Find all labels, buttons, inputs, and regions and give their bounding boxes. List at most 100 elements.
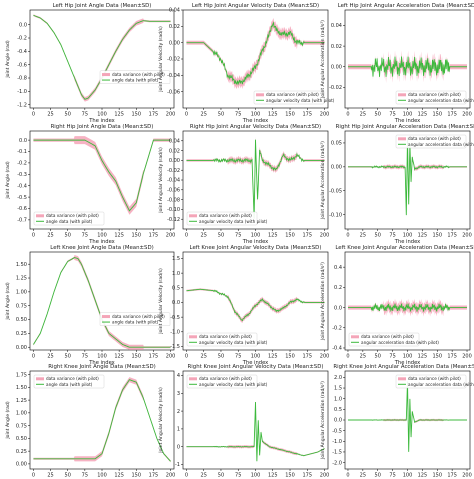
x-tick-label: 150 (132, 473, 142, 479)
legend-box (33, 374, 105, 389)
x-tick-label: 100 (97, 354, 107, 360)
y-tick-label: -0.5 (332, 428, 342, 434)
mean-line (33, 257, 171, 348)
x-tick-label: 50 (65, 112, 71, 118)
legend: data variance (with pilot)angle data (wi… (99, 70, 171, 84)
x-tick-label: 0 (346, 112, 349, 118)
y-tick-label: 0.25 (16, 331, 27, 337)
y-tick-label: -2.0 (332, 460, 342, 466)
legend-box (395, 374, 467, 389)
legend-label-series: angular velocity data (with pilot) (266, 98, 335, 103)
x-tick-label: 150 (432, 233, 442, 239)
x-tick-label: 100 (403, 112, 413, 118)
chart-panel-1: Left Hip Joint Angle Data (Mean±SD) 0 25 50… (5, 3, 175, 124)
x-tick-label: 100 (403, 354, 413, 360)
x-axis-label: The index (394, 360, 421, 366)
chart-title: Right Hip Joint Angular Acceleration Dat… (336, 124, 474, 130)
x-tick-label: 50 (218, 112, 224, 118)
legend-box (99, 70, 171, 84)
variance-band (33, 14, 171, 102)
chart-title: Left Hip Joint Angular Velocity Data (Me… (192, 3, 319, 9)
x-tick-label: 150 (132, 354, 142, 360)
chart-panel-9: Left Knee Joint Angular Acceleration Dat… (320, 245, 474, 366)
legend-label-variance: data variance (with pilot) (199, 376, 252, 381)
y-tick-label: -0.02 (167, 57, 180, 63)
legend-label-series: angular acceleration data (with pilot) (408, 142, 474, 147)
y-tick-label: 0.04 (169, 8, 180, 14)
chart-panel-3: Left Hip Joint Angular Acceleration Data… (320, 3, 474, 124)
legend-swatch-variance (102, 73, 110, 77)
legend-label-variance: data variance (with pilot) (408, 136, 461, 141)
x-tick-label: 25 (47, 473, 53, 479)
y-tick-label: -0.10 (167, 207, 180, 213)
x-tick-label: 175 (149, 112, 159, 118)
legend-label-variance: data variance (with pilot) (112, 72, 165, 77)
x-axis-label: The index (242, 360, 269, 366)
chart-title: Right Knee Joint Angular Velocity Data (… (188, 364, 324, 370)
y-tick-label: 3 (177, 391, 180, 397)
x-tick-label: 100 (251, 354, 261, 360)
legend-box (186, 211, 258, 226)
x-tick-label: 25 (201, 233, 207, 239)
y-tick-label: -1.2 (17, 102, 27, 108)
x-tick-label: 50 (375, 473, 381, 479)
y-axis-label: Joint Angle (rad) (5, 161, 11, 200)
y-tick-label: -0.12 (167, 217, 180, 223)
x-tick-label: 200 (320, 473, 330, 479)
y-tick-label: 1.50 (16, 385, 27, 391)
x-tick-label: 175 (303, 473, 313, 479)
x-tick-label: 150 (285, 112, 295, 118)
legend-label-series: angular acceleration data (with pilot) (361, 340, 439, 345)
legend-box (395, 90, 467, 105)
x-tick-label: 50 (375, 233, 381, 239)
mean-line (347, 137, 468, 216)
legend-swatch-variance (189, 377, 197, 381)
chart-panel-7: Left Knee Joint Angle Data (Mean±SD) 0 25 5… (5, 245, 175, 366)
y-tick-label: -0.06 (167, 188, 180, 194)
y-axis-label: Joint Angular Velocity (rad/s) (158, 147, 164, 214)
y-tick-label: 0.0 (334, 418, 342, 424)
y-tick-label: -0.08 (167, 197, 180, 203)
legend-box (33, 211, 105, 226)
y-tick-label: 1.00 (16, 411, 27, 417)
y-tick-label: 0.04 (169, 139, 180, 145)
x-tick-label: 100 (97, 473, 107, 479)
y-tick-label: 0.02 (169, 24, 180, 30)
x-tick-label: 200 (166, 112, 176, 118)
x-tick-label: 125 (114, 354, 124, 360)
x-tick-label: 50 (218, 473, 224, 479)
y-axis-label: Joint Angle (rad) (5, 40, 11, 79)
y-tick-label: -0.05 (329, 188, 342, 194)
x-tick-label: 50 (65, 473, 71, 479)
x-tick-label: 200 (462, 112, 472, 118)
x-axis-label: The index (394, 239, 421, 245)
x-tick-label: 200 (320, 233, 330, 239)
x-tick-label: 0 (346, 354, 349, 360)
legend-label-variance: data variance (with pilot) (199, 213, 252, 218)
x-tick-label: 125 (114, 112, 124, 118)
x-tick-label: 75 (82, 233, 88, 239)
x-tick-label: 75 (389, 233, 395, 239)
chart-title: Right Hip Joint Angular Velocity Data (M… (190, 124, 321, 130)
variance-band (33, 255, 171, 350)
y-tick-label: -0.7 (17, 218, 27, 224)
variance-band (33, 377, 171, 463)
axes-frame (29, 9, 175, 109)
x-tick-label: 75 (82, 354, 88, 360)
legend: data variance (with pilot)angular accele… (348, 332, 439, 347)
chart-title: Right Hip Joint Angle Data (Mean±SD) (51, 124, 154, 130)
y-axis-label: Joint Angular Acceleration (rad/s²) (320, 381, 326, 460)
legend-swatch-variance (256, 93, 264, 97)
x-tick-label: 200 (320, 354, 330, 360)
y-tick-label: -0.02 (329, 85, 342, 91)
x-tick-label: 200 (166, 354, 176, 360)
legend-label-variance: data variance (with pilot) (199, 334, 252, 339)
x-tick-label: 175 (447, 112, 457, 118)
legend: data variance (with pilot)angle data (wi… (33, 211, 105, 226)
y-tick-label: 0.02 (331, 44, 342, 50)
x-tick-label: 150 (285, 233, 295, 239)
legend-label-series: angle data (with pilot) (112, 78, 159, 83)
x-tick-label: 100 (97, 233, 107, 239)
x-tick-label: 175 (447, 473, 457, 479)
y-tick-label: -1.0 (332, 439, 342, 445)
